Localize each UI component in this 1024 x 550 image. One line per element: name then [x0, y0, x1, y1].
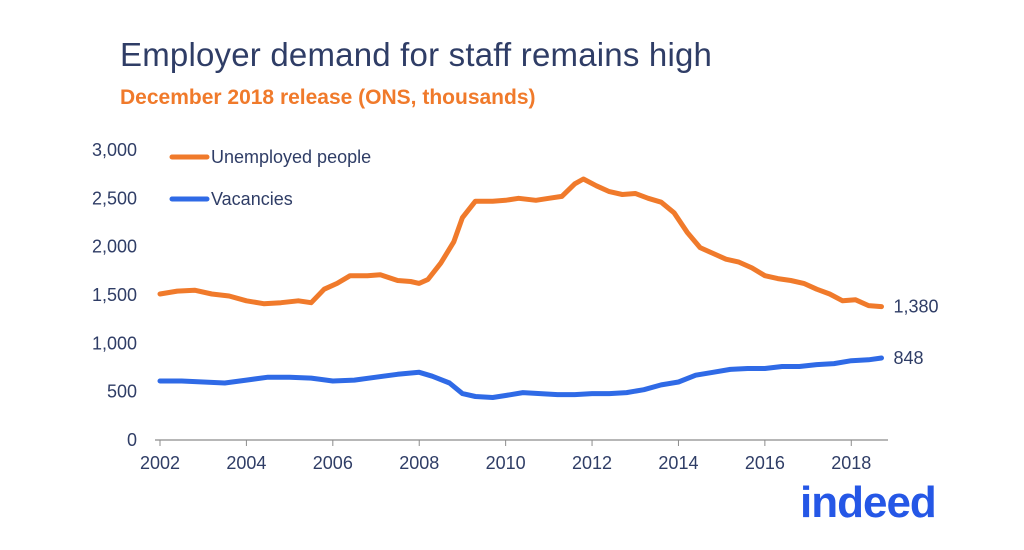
- y-tick-label: 1,500: [92, 285, 137, 305]
- x-tick-label: 2014: [658, 453, 698, 473]
- x-tick-label: 2016: [745, 453, 785, 473]
- end-value-label: 848: [894, 348, 924, 368]
- chart-axes: 0 500 1,000 1,500 2,000 2,500 3,000 2002 2004 200…: [92, 140, 888, 473]
- y-tick-label: 2,500: [92, 188, 137, 208]
- y-tick-label: 500: [107, 382, 137, 402]
- end-value-label: 1,380: [894, 297, 939, 317]
- x-tick-label: 2018: [831, 453, 871, 473]
- chart-legend: Unemployed people Vacancies: [169, 147, 371, 209]
- chart-subtitle: December 2018 release (ONS, thousands): [120, 86, 536, 109]
- x-tick-label: 2002: [140, 453, 180, 473]
- chart-end-labels: 1,380 848: [894, 297, 939, 368]
- indeed-logo: indeed: [800, 478, 937, 527]
- legend-label: Unemployed people: [211, 147, 371, 167]
- x-tick-label: 2008: [399, 453, 439, 473]
- x-tick-label: 2010: [486, 453, 526, 473]
- chart-title: Employer demand for staff remains high: [120, 36, 713, 73]
- series-line-vacancies: [157, 355, 884, 400]
- y-tick-label: 0: [127, 430, 137, 450]
- x-tick-label: 2004: [226, 453, 266, 473]
- legend-label: Vacancies: [211, 189, 293, 209]
- chart-series: [157, 176, 884, 400]
- x-tick-label: 2006: [313, 453, 353, 473]
- y-tick-label: 1,000: [92, 333, 137, 353]
- y-tick-label: 3,000: [92, 140, 137, 160]
- y-tick-label: 2,000: [92, 237, 137, 257]
- x-tick-label: 2012: [572, 453, 612, 473]
- series-line-unemployed-people: [157, 176, 884, 310]
